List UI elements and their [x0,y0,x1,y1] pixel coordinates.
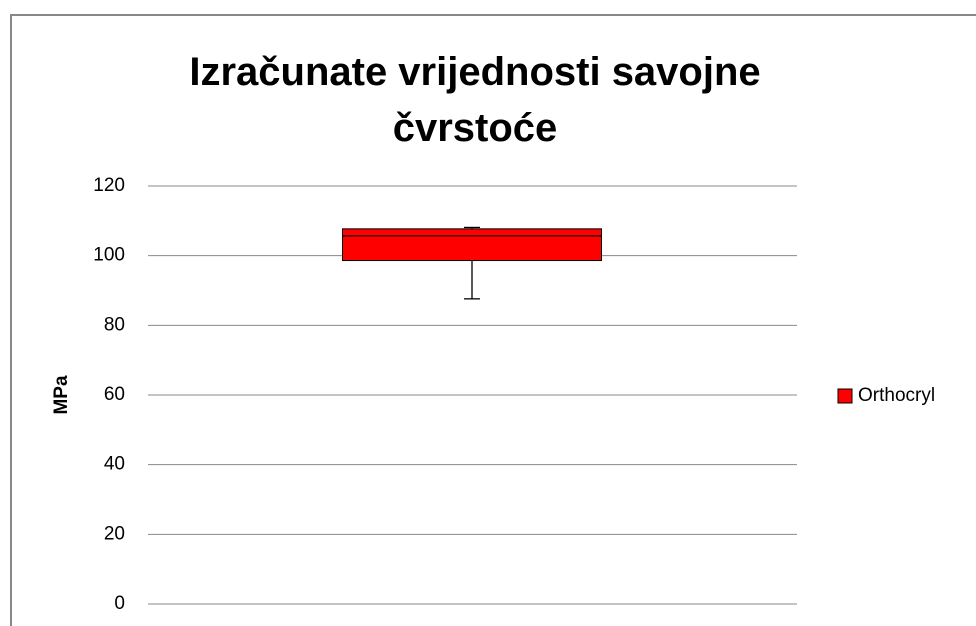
box-upper [342,228,602,237]
y-tick-label: 80 [104,314,125,335]
box-lower [342,235,602,262]
y-axis-label: MPa [51,375,72,415]
chart-frame [10,14,976,626]
y-tick-label: 20 [104,523,125,544]
y-tick-label: 120 [93,175,125,196]
y-tick-label: 100 [93,245,125,266]
chart-title: Izračunate vrijednosti savojne čvrstoće [189,50,761,150]
y-tick-label: 0 [114,593,125,614]
legend-label: Orthocryl [858,385,935,406]
y-tick-label: 60 [104,384,125,405]
legend-swatch [837,388,853,404]
y-tick-label: 40 [104,454,125,475]
